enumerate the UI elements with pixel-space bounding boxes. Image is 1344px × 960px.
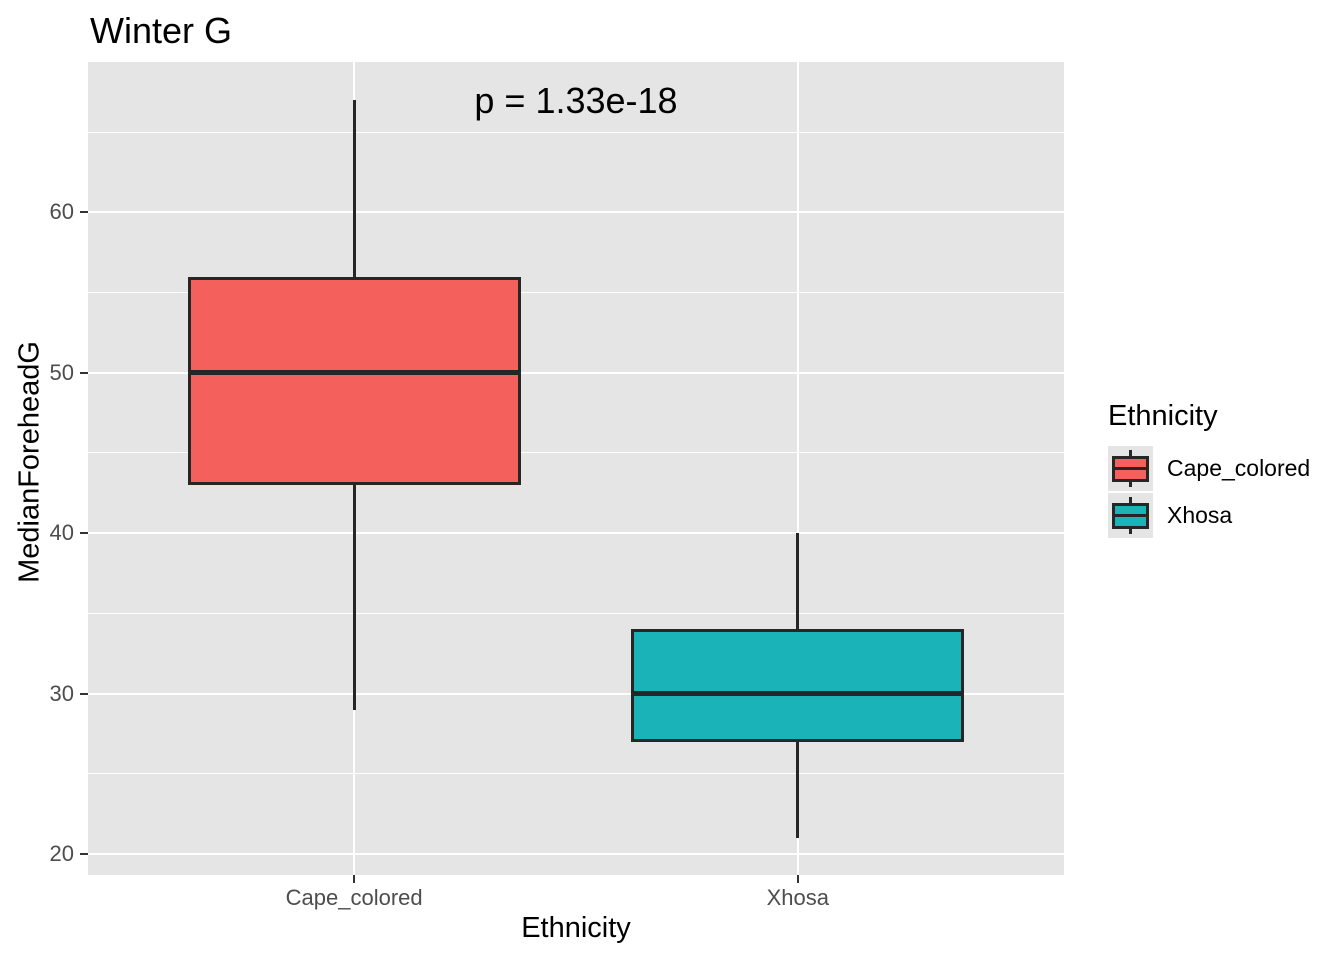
x-axis-tick-label: Xhosa: [766, 885, 829, 910]
y-axis-tick: [80, 852, 88, 855]
plot-title: Winter G: [90, 10, 233, 51]
boxplot-whisker-upper: [352, 100, 356, 277]
y-axis-tick: [80, 532, 88, 535]
legend-item: Xhosa: [1108, 492, 1310, 539]
x-axis-tick: [796, 875, 799, 883]
gridline-major: [88, 211, 1064, 214]
gridline-minor: [88, 292, 1064, 294]
boxplot-whisker-lower: [352, 485, 356, 710]
legend-item-label: Cape_colored: [1167, 455, 1311, 481]
gridline-minor: [88, 131, 1064, 133]
boxplot-median: [187, 370, 521, 376]
boxplot-whisker-upper: [796, 533, 800, 630]
y-axis-title: MedianForeheadG: [13, 341, 46, 583]
p-value-annotation: p = 1.33e-18: [474, 80, 678, 121]
y-axis-tick: [80, 211, 88, 214]
boxplot-median: [631, 691, 965, 697]
gridline-minor: [88, 773, 1064, 775]
y-axis-tick: [80, 692, 88, 695]
boxplot-box: [631, 629, 965, 742]
plot-panel: p = 1.33e-18 20 30 40 50 60 Cape_colored Xhosa: [50, 62, 1064, 909]
y-axis-tick-label: 30: [49, 680, 74, 706]
x-axis-title: Ethnicity: [521, 912, 631, 944]
legend-key-median: [1112, 467, 1149, 470]
legend-items: Cape_colored Xhosa: [1108, 445, 1310, 539]
legend-key-median: [1112, 514, 1149, 517]
boxplot-box: [187, 276, 521, 486]
y-axis-tick-label: 60: [49, 199, 74, 225]
legend-key-boxplot-icon: [1108, 446, 1153, 491]
gridline-major: [88, 371, 1064, 374]
gridline-vertical: [796, 62, 799, 875]
y-axis-tick-label: 40: [49, 520, 74, 546]
legend: Ethnicity Cape_colored Xhosa: [1108, 400, 1310, 539]
y-axis-tick: [80, 371, 88, 374]
gridline-major: [88, 532, 1064, 535]
gridline-major: [88, 692, 1064, 695]
y-axis-tick-label: 50: [49, 359, 74, 385]
legend-key-boxplot-icon: [1108, 493, 1153, 538]
legend-item: Cape_colored: [1108, 445, 1310, 492]
boxplot-whisker-lower: [796, 741, 800, 838]
gridline-major: [88, 852, 1064, 855]
gridline-minor: [88, 612, 1064, 614]
legend-item-label: Xhosa: [1167, 502, 1233, 528]
gridline-minor: [88, 452, 1064, 454]
x-axis-tick-label: Cape_colored: [285, 885, 423, 910]
y-axis-tick-label: 20: [49, 840, 74, 866]
x-axis-tick: [353, 875, 356, 883]
legend-title: Ethnicity: [1108, 400, 1218, 432]
